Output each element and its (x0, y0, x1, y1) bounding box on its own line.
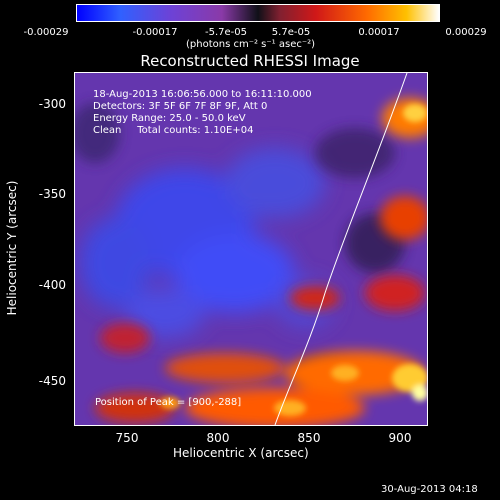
x-tick: 850 (297, 431, 321, 445)
colorbar-tick: 5.7e-05 (271, 27, 311, 38)
y-axis-label: Heliocentric Y (arcsec) (5, 180, 19, 316)
colorbar (76, 4, 440, 22)
colorbar-units: (photons cm⁻² s⁻¹ asec⁻²) (186, 39, 316, 50)
annotation-detectors: Detectors: 3F 5F 6F 7F 8F 9F, Att 0 (93, 101, 268, 112)
annotation-energy-range: Energy Range: 25.0 - 50.0 keV (93, 113, 246, 124)
x-axis-label: Heliocentric X (arcsec) (173, 446, 309, 460)
image-annotations: 18-Aug-2013 16:06:56.000 to 16:11:10.000… (93, 89, 312, 137)
annotation-clean-counts: Clean Total counts: 1.10E+04 (93, 125, 254, 136)
y-tick: -450 (38, 374, 66, 388)
rhessi-image-map (75, 73, 427, 425)
image-title: Reconstructed RHESSI Image (140, 52, 360, 70)
y-tick: -300 (38, 97, 66, 111)
solar-limb-curve (274, 73, 408, 425)
colorbar-tick: 0.00029 (445, 27, 487, 38)
peak-position-label: Position of Peak = [900,-288] (95, 397, 242, 408)
annotation-time-range: 18-Aug-2013 16:06:56.000 to 16:11:10.000 (93, 89, 312, 100)
y-tick: -400 (38, 278, 66, 292)
colorbar-tick: -5.7e-05 (205, 27, 247, 38)
x-tick: 900 (388, 431, 412, 445)
plot-timestamp: 30-Aug-2013 04:18 (381, 484, 478, 495)
colorbar-tick: -0.00017 (132, 27, 178, 38)
colorbar-tick: -0.00029 (23, 27, 69, 38)
colorbar-tick: 0.00017 (358, 27, 400, 38)
rhessi-image: 18-Aug-2013 16:06:56.000 to 16:11:10.000… (74, 72, 428, 426)
x-tick: 750 (115, 431, 139, 445)
y-tick: -350 (38, 187, 66, 201)
x-tick: 800 (206, 431, 230, 445)
